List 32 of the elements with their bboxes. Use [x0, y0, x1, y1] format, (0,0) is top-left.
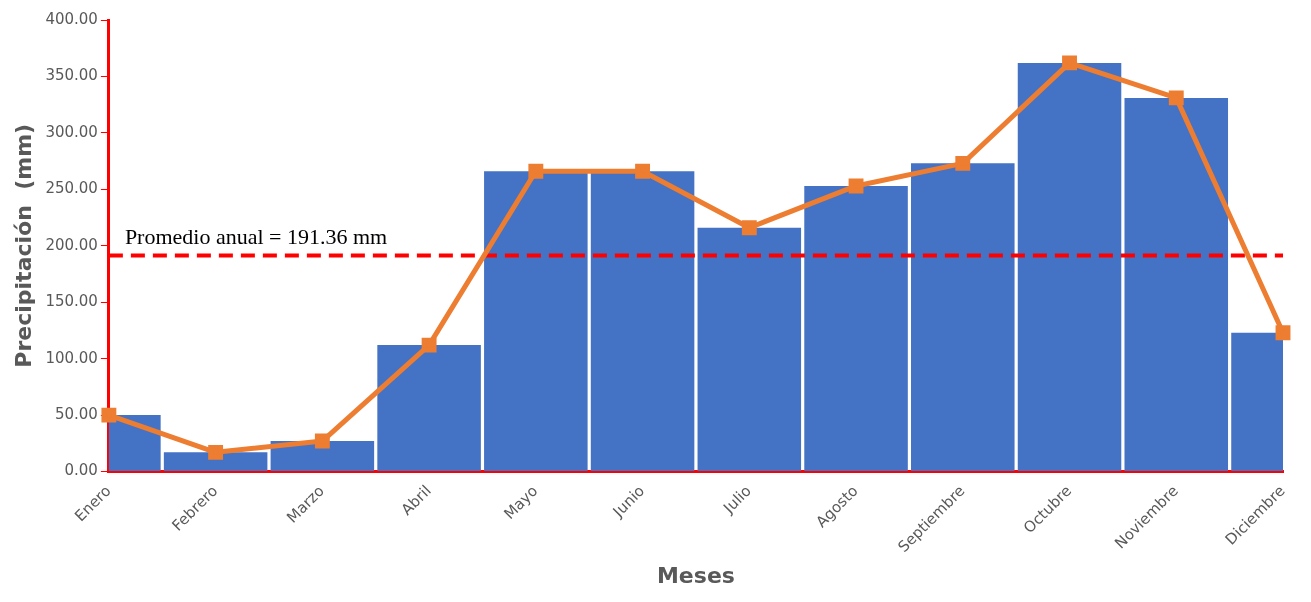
y-tick-label: 0.00 — [64, 461, 98, 480]
bar — [484, 171, 588, 472]
y-tick-label: 300.00 — [45, 122, 98, 141]
point — [1062, 55, 1077, 71]
point — [421, 337, 437, 353]
bar — [697, 227, 802, 472]
ref-line-label: Promedio anual = 191.36 mm — [124, 224, 388, 250]
bar — [1124, 97, 1229, 472]
y-axis-title: Precipitación (mm) — [10, 123, 36, 368]
bar — [377, 345, 481, 472]
y-tick-label: 150.00 — [45, 292, 98, 311]
point — [208, 444, 224, 460]
x-axis-title: Meses — [656, 562, 735, 588]
y-tick-label: 400.00 — [45, 9, 98, 28]
y-tick-label: 200.00 — [45, 235, 98, 254]
point — [528, 163, 544, 179]
point — [1168, 90, 1184, 106]
point — [635, 163, 651, 179]
bar — [1017, 62, 1122, 472]
y-tick-label: 100.00 — [45, 348, 98, 367]
point — [741, 220, 757, 236]
y-tick-label: 50.00 — [54, 404, 98, 423]
bar — [911, 163, 1015, 472]
point — [101, 407, 117, 423]
point — [314, 433, 330, 449]
point — [955, 155, 971, 171]
point — [1275, 325, 1291, 341]
point — [848, 178, 864, 194]
bar — [804, 185, 908, 472]
y-tick-label: 250.00 — [45, 179, 98, 198]
y-tick-label: 350.00 — [45, 66, 98, 85]
bar — [590, 171, 695, 472]
